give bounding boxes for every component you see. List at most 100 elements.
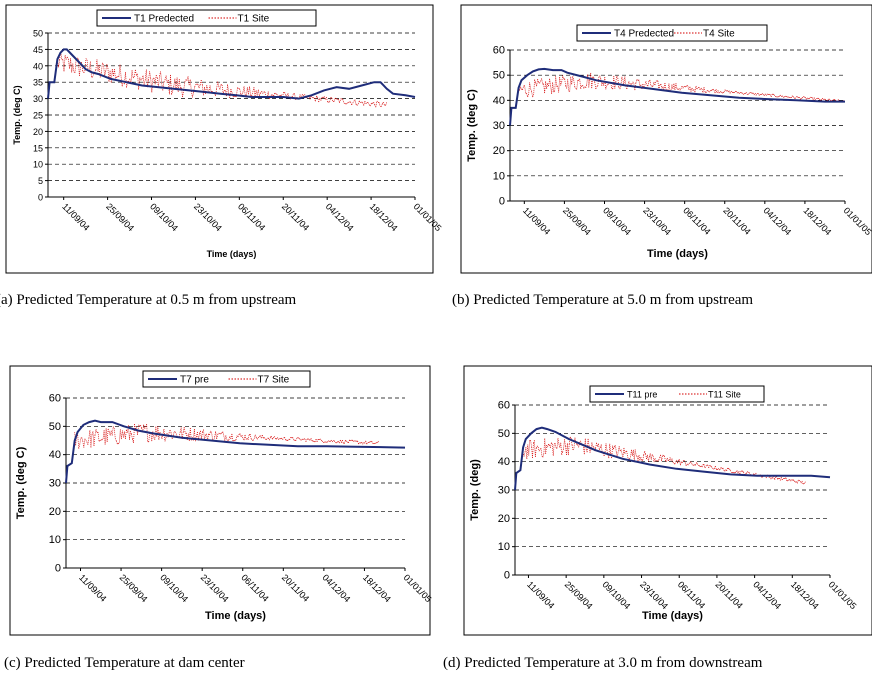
site-segment	[644, 451, 646, 454]
site-segment	[541, 78, 543, 85]
site-segment	[696, 87, 699, 90]
site-segment	[256, 437, 259, 440]
site-segment	[252, 87, 255, 92]
legend-predicted-label: T11 pre	[627, 390, 657, 400]
site-segment	[357, 100, 360, 105]
site-segment	[235, 435, 238, 441]
site-segment	[119, 64, 122, 77]
site-segment	[150, 78, 153, 93]
site-segment	[143, 424, 146, 429]
site-segment	[99, 439, 102, 441]
site-segment	[573, 437, 576, 449]
site-segment	[562, 75, 565, 79]
site-segment	[540, 448, 543, 457]
site-segment	[269, 97, 271, 100]
site-segment	[73, 71, 76, 73]
site-segment	[323, 96, 326, 100]
site-segment	[161, 434, 164, 439]
site-segment	[699, 465, 702, 468]
site-segment	[725, 469, 727, 472]
site-segment	[726, 90, 729, 93]
site-segment	[374, 442, 377, 444]
site-segment	[640, 457, 643, 461]
site-segment	[320, 439, 323, 442]
site-segment	[671, 458, 674, 463]
site-segment	[624, 451, 627, 454]
site-segment	[313, 97, 315, 99]
site-segment	[665, 457, 668, 462]
site-segment	[150, 432, 153, 442]
site-segment	[330, 439, 333, 443]
site-segment	[243, 434, 246, 441]
site-segment	[541, 455, 544, 458]
site-segment	[345, 102, 348, 105]
series-site	[522, 436, 807, 485]
site-segment	[669, 457, 672, 461]
site-segment	[142, 75, 145, 85]
site-segment	[543, 83, 545, 94]
site-segment	[572, 76, 575, 80]
site-segment	[144, 426, 146, 429]
site-segment	[114, 69, 116, 80]
site-segment	[551, 442, 553, 445]
site-segment	[707, 90, 710, 93]
site-segment	[785, 96, 788, 98]
y-axis-title: Temp. (deg)	[469, 459, 481, 521]
site-segment	[130, 70, 133, 84]
site-segment	[714, 89, 717, 94]
site-segment	[380, 103, 383, 107]
site-segment	[137, 73, 140, 90]
site-segment	[86, 59, 89, 71]
site-segment	[224, 435, 227, 441]
site-segment	[154, 75, 157, 85]
site-segment	[247, 434, 250, 440]
site-segment	[243, 86, 246, 95]
site-segment	[613, 446, 615, 450]
site-segment	[60, 51, 63, 60]
site-segment	[618, 86, 621, 90]
site-segment	[552, 82, 555, 93]
site-segment	[331, 440, 334, 443]
site-segment	[345, 439, 347, 442]
site-segment	[584, 86, 587, 88]
site-segment	[221, 85, 224, 94]
site-segment	[206, 85, 209, 90]
site-segment	[292, 437, 295, 440]
site-segment	[125, 72, 127, 88]
site-segment	[569, 436, 572, 439]
site-segment	[739, 92, 742, 94]
site-segment	[120, 430, 123, 440]
site-segment	[215, 88, 217, 96]
site-segment	[102, 62, 104, 65]
site-segment	[254, 90, 257, 96]
site-segment	[215, 431, 218, 440]
site-segment	[171, 437, 174, 439]
site-segment	[738, 92, 741, 94]
site-segment	[771, 477, 774, 479]
site-segment	[302, 438, 305, 441]
site-segment	[249, 434, 252, 439]
site-segment	[534, 79, 536, 83]
site-segment	[531, 91, 533, 98]
site-segment	[764, 93, 767, 96]
site-segment	[348, 101, 350, 103]
site-segment	[659, 83, 662, 86]
site-segment	[124, 431, 126, 440]
site-segment	[637, 79, 640, 82]
y-tick-label: 5	[38, 176, 43, 186]
site-segment	[774, 477, 776, 480]
site-segment	[273, 92, 276, 97]
site-segment	[609, 443, 612, 454]
site-segment	[363, 442, 365, 444]
site-segment	[759, 93, 762, 96]
site-segment	[255, 437, 258, 440]
site-segment	[685, 463, 688, 466]
site-segment	[129, 431, 131, 440]
site-segment	[628, 81, 631, 84]
site-segment	[714, 466, 717, 470]
site-segment	[169, 429, 172, 433]
site-segment	[92, 431, 95, 447]
site-segment	[89, 61, 92, 77]
site-segment	[742, 93, 745, 95]
site-segment	[363, 101, 366, 106]
